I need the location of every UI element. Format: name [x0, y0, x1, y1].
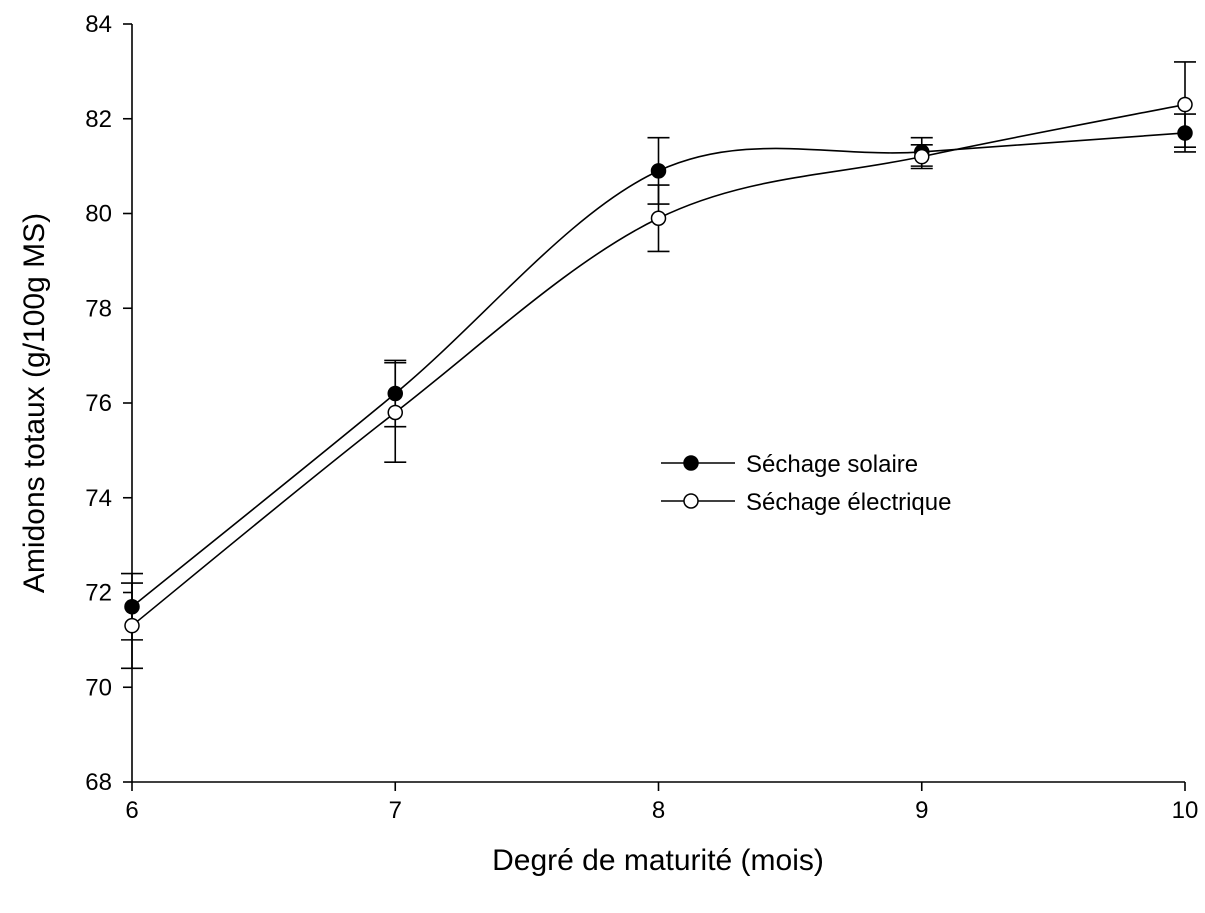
data-point-series-1	[1177, 96, 1193, 113]
x-tick-label: 6	[125, 797, 138, 824]
legend-label-solaire: Séchage solaire	[746, 451, 918, 478]
data-point-series-1	[124, 617, 140, 634]
series-line-0	[131, 132, 1186, 608]
data-point-series-1	[914, 148, 930, 165]
y-tick-label: 80	[85, 201, 112, 228]
x-ticks: 6 7 8 9 10	[125, 782, 1198, 824]
y-tick-label: 78	[85, 295, 112, 322]
legend-label-electrique: Séchage électrique	[746, 489, 951, 516]
legend-item-electrique: Séchage électrique	[661, 489, 951, 516]
y-tick-label: 68	[85, 769, 112, 796]
x-tick-label: 7	[389, 797, 402, 824]
y-tick-label: 76	[85, 390, 112, 417]
data-point-series-0	[124, 598, 140, 615]
x-axis-title: Degré de maturité (mois)	[492, 844, 824, 877]
legend: Séchage solaire Séchage électrique	[661, 451, 951, 516]
y-tick-label: 74	[85, 485, 112, 512]
legend-marker-solaire	[683, 455, 699, 471]
data-point-series-1	[387, 404, 403, 421]
y-tick-label: 72	[85, 580, 112, 607]
x-tick-label: 10	[1172, 797, 1199, 824]
y-axis-title: Amidons totaux (g/100g MS)	[18, 213, 51, 593]
y-tick-label: 84	[85, 11, 112, 38]
data-point-series-0	[387, 385, 403, 402]
legend-item-solaire: Séchage solaire	[661, 451, 918, 478]
series-line-1	[131, 103, 1186, 627]
y-tick-label: 70	[85, 674, 112, 701]
x-tick-label: 9	[915, 797, 928, 824]
data-point-series-0	[650, 163, 667, 179]
y-ticks: 68 70 72 74 76 78 80 82 84	[85, 11, 132, 796]
legend-marker-electrique	[683, 493, 699, 509]
series-layer	[121, 61, 1196, 670]
y-tick-label: 82	[85, 106, 112, 133]
data-point-series-1	[650, 210, 667, 226]
data-point-series-0	[1177, 125, 1193, 141]
x-tick-label: 8	[652, 797, 665, 824]
